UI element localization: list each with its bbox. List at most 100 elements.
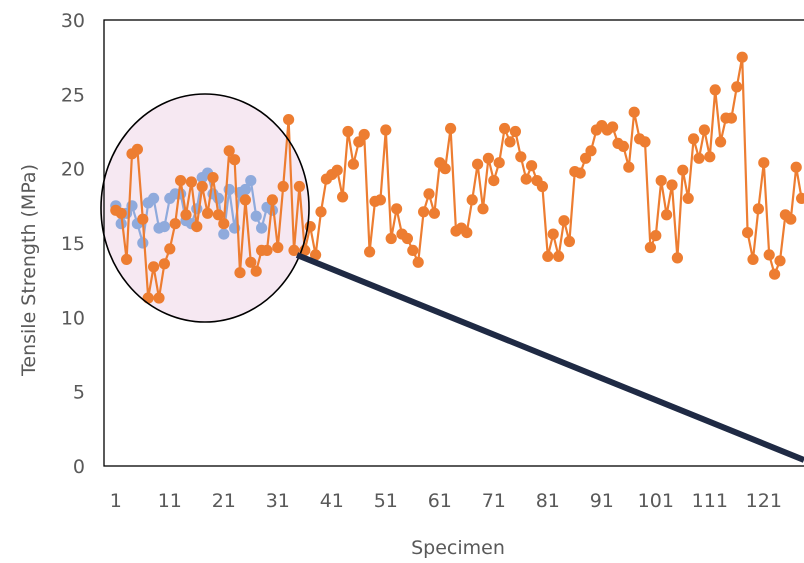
data-point [277,180,289,193]
data-point [196,180,208,193]
data-point [175,175,187,187]
data-point [747,253,759,265]
data-point [461,227,473,239]
data-point [439,163,451,175]
x-axis-title: Specimen [411,537,505,559]
data-point [412,256,424,268]
data-point [347,158,359,170]
data-point [266,204,278,216]
data-point [137,213,149,225]
x-tick-label: 31 [266,490,290,512]
data-point [250,210,262,222]
data-point [358,128,370,141]
x-tick-label: 71 [482,490,506,512]
x-tick-label: 91 [590,490,614,512]
y-tick-label: 25 [61,84,85,106]
data-point [785,213,797,225]
data-point [682,192,694,204]
data-point [250,265,262,277]
data-point [191,221,203,233]
data-point [709,84,721,96]
data-point [677,164,689,176]
data-point [202,207,214,219]
y-tick-label: 30 [61,10,85,32]
data-point [445,122,457,135]
data-point [482,152,494,164]
x-tick-label: 81 [536,490,560,512]
x-tick-label: 41 [320,490,344,512]
data-point [488,175,500,187]
data-point [164,243,176,255]
data-point [374,194,386,206]
data-point [153,292,165,304]
data-point [261,244,273,256]
data-point [796,192,804,204]
data-point [283,114,295,126]
data-point [693,152,705,164]
data-point [563,235,576,248]
data-point [239,194,251,206]
data-point [310,249,322,261]
y-axis-title: Tensile Strength (MPa) [18,164,40,377]
data-point [715,136,727,148]
data-point [385,232,397,245]
zoom-circle-outline [100,93,310,323]
data-point [655,175,667,187]
data-point [315,206,327,218]
data-point [725,112,738,124]
data-point [520,173,532,185]
data-point [364,246,376,258]
data-point [574,167,586,179]
data-point [418,206,430,218]
data-point [121,253,133,265]
data-point [644,241,657,254]
series-2 [110,51,804,304]
data-point [504,136,516,148]
data-point [245,175,257,187]
data-point [407,244,419,256]
data-point [542,250,554,262]
data-point [628,106,640,118]
data-point [158,258,170,270]
data-point [288,244,300,256]
data-point [666,179,678,191]
data-point [266,194,278,206]
data-point [218,218,230,230]
data-point [650,230,662,242]
y-tick-label: 10 [61,307,85,329]
data-point [585,145,597,157]
y-tick-label: 20 [61,159,85,181]
y-tick-label: 15 [61,233,85,255]
data-point [763,249,775,261]
data-point [218,228,230,240]
data-point [380,124,392,136]
data-point [256,222,268,234]
data-point [331,164,343,176]
data-point [169,218,181,230]
data-point [472,158,484,170]
data-point [337,191,349,203]
x-tick-label: 121 [746,490,782,512]
data-point [515,151,527,163]
data-point [272,241,284,254]
data-point [115,218,127,230]
x-tick-label: 21 [212,490,236,512]
data-point [180,209,192,221]
data-point [526,160,538,172]
data-point [742,227,754,239]
data-point [671,252,684,264]
data-point [477,203,489,215]
data-point [175,188,187,200]
x-tick-label: 101 [638,490,674,512]
data-point [688,133,700,145]
data-point [731,81,743,93]
data-point [558,215,570,227]
data-point [223,145,235,157]
data-point [736,51,748,63]
data-point [137,237,149,249]
data-point [391,203,403,215]
data-point [617,140,630,152]
data-point [698,124,711,136]
data-point [148,261,160,273]
data-point [661,209,673,221]
